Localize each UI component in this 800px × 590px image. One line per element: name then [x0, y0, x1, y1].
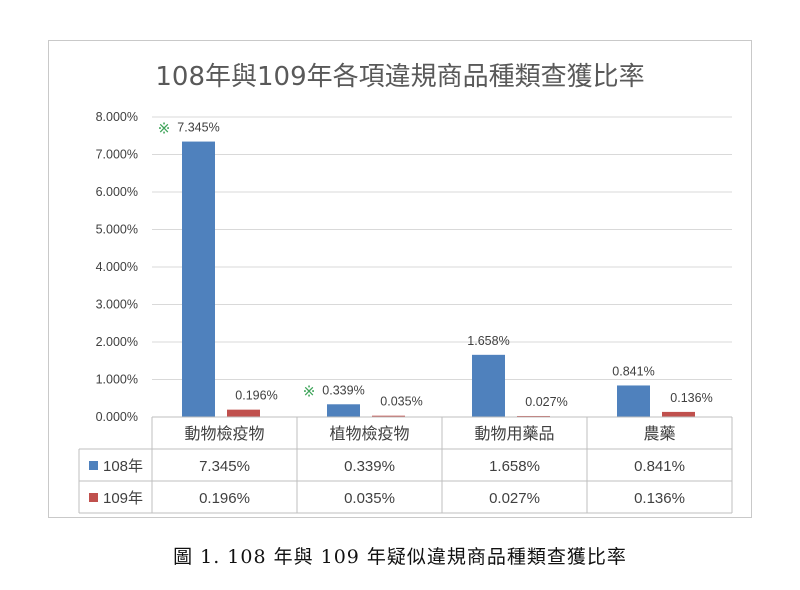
legend-label: 108年 — [103, 458, 143, 475]
y-tick-label: 6.000% — [96, 185, 138, 199]
chart-title: 108年與109年各項違規商品種類查獲比率 — [155, 62, 644, 92]
data-label: 0.035% — [380, 395, 422, 409]
bar — [182, 141, 215, 417]
y-tick-label: 7.000% — [96, 148, 138, 162]
y-tick-label: 4.000% — [96, 260, 138, 274]
bar — [662, 411, 695, 417]
y-tick-label: 2.000% — [96, 335, 138, 349]
data-label: 0.136% — [670, 391, 712, 405]
y-tick-label: 3.000% — [96, 298, 138, 312]
category-label: 農藥 — [643, 424, 675, 443]
bar — [517, 415, 550, 417]
bar — [327, 404, 360, 417]
note-mark: ※ — [158, 120, 171, 138]
y-tick-label: 1.000% — [96, 373, 138, 387]
bar — [227, 409, 260, 417]
data-label: 0.196% — [235, 389, 277, 403]
table-cell: 0.196% — [199, 490, 250, 507]
category-label: 植物檢疫物 — [329, 424, 409, 443]
bar — [372, 415, 405, 417]
y-tick-label: 0.000% — [96, 410, 138, 424]
legend-swatch — [89, 493, 98, 502]
y-tick-label: 8.000% — [96, 110, 138, 124]
data-label: 0.339% — [322, 383, 364, 397]
table-cell: 0.136% — [634, 490, 685, 507]
data-label: 7.345% — [177, 121, 219, 135]
legend-label: 109年 — [103, 490, 143, 507]
data-label: 0.027% — [525, 395, 567, 409]
chart-frame: 108年與109年各項違規商品種類查獲比率 0.000% 1.000% 2.000%… — [48, 40, 752, 518]
category-label: 動物檢疫物 — [184, 424, 264, 443]
figure-caption: 圖 1. 108 年與 109 年疑似違規商品種類查獲比率 — [173, 546, 627, 568]
table-cell: 0.339% — [344, 458, 395, 475]
table-cell: 0.035% — [344, 490, 395, 507]
table-cell: 1.658% — [489, 458, 540, 475]
table-cell: 0.027% — [489, 490, 540, 507]
table-cell: 7.345% — [199, 458, 250, 475]
table-cell: 0.841% — [634, 458, 685, 475]
note-mark: ※ — [303, 382, 316, 400]
data-label: 1.658% — [467, 334, 509, 348]
bar-chart: 108年與109年各項違規商品種類查獲比率 0.000% 1.000% 2.000%… — [78, 62, 733, 514]
bar — [617, 385, 650, 417]
legend-swatch — [89, 461, 98, 470]
y-tick-label: 5.000% — [96, 223, 138, 237]
category-label: 動物用藥品 — [474, 424, 554, 443]
bar — [472, 354, 505, 417]
data-label: 0.841% — [612, 364, 654, 378]
